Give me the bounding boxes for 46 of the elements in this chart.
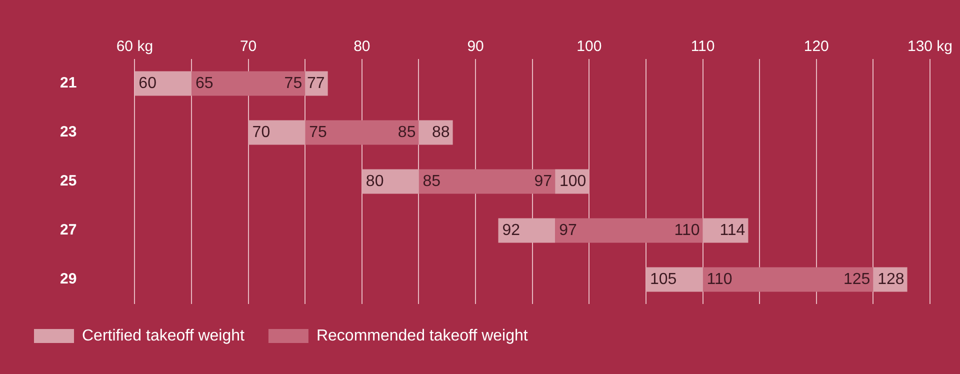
annotation: 114: [720, 222, 746, 239]
x-tick-label: 120: [804, 38, 829, 56]
annotation: 85: [398, 124, 416, 141]
y-tick-label: 29: [60, 270, 77, 288]
legend-label: Recommended takeoff weight: [316, 327, 528, 344]
y-tick-label: 27: [60, 222, 77, 239]
annotation: 88: [432, 124, 450, 141]
x-tick-label: 70: [240, 38, 257, 56]
annotation: 97: [534, 172, 552, 190]
bar: [191, 71, 306, 96]
x-tick-label: 90: [467, 38, 484, 56]
bar: [418, 169, 556, 194]
annotation: 105: [650, 270, 677, 288]
annotation: 60: [138, 74, 157, 92]
annotation: 100: [559, 172, 586, 190]
x-tick-label: 80: [354, 38, 370, 56]
x-tick-label: 60 kg: [116, 38, 154, 56]
x-tick-label: 130 kg: [907, 38, 953, 56]
y-tick-label: 21: [60, 74, 77, 92]
bar: [305, 120, 419, 145]
annotation: 97: [559, 222, 577, 239]
bar: [498, 218, 556, 243]
annotation: 125: [843, 270, 870, 288]
annotation: 75: [309, 124, 328, 141]
bar: [646, 267, 703, 292]
annotation: 75: [284, 74, 302, 92]
bar: [305, 71, 328, 96]
annotation: 77: [307, 74, 325, 92]
x-tick-label: 100: [576, 38, 602, 56]
annotation: 65: [195, 74, 214, 92]
annotation: 80: [366, 172, 384, 190]
annotation: 85: [422, 172, 441, 190]
annotation: 110: [706, 270, 732, 288]
bar: [362, 169, 419, 194]
bar: [702, 267, 874, 292]
bar: [134, 71, 192, 96]
legend-label: Certified takeoff weight: [82, 327, 246, 344]
y-tick-label: 23: [60, 124, 77, 141]
annotation: 92: [502, 222, 520, 239]
annotation: 128: [878, 270, 904, 288]
bar: [248, 120, 306, 145]
bar: [555, 218, 703, 243]
y-tick-label: 25: [60, 172, 77, 190]
x-tick-label: 110: [690, 38, 715, 56]
annotation: 110: [674, 222, 700, 239]
annotation: 70: [252, 124, 270, 141]
